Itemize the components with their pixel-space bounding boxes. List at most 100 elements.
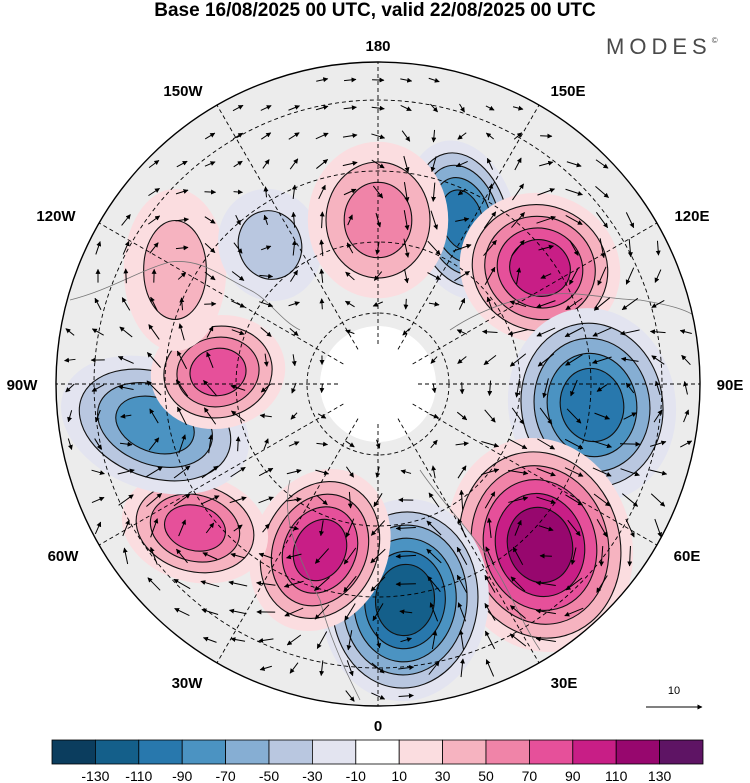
wind-vector-239 — [508, 438, 528, 450]
wind-vector-197 — [514, 378, 521, 398]
meridian-210 — [98, 222, 344, 365]
colorbar-swatch-14 — [659, 739, 704, 765]
wind-vector-208 — [177, 406, 187, 426]
wind-vector-215 — [456, 411, 468, 421]
wind-vector-149 — [178, 323, 185, 341]
wind-vector-359 — [564, 607, 584, 617]
wind-vector-159 — [536, 327, 556, 337]
wind-vector-0 — [316, 77, 329, 83]
anomaly-contour-3-5 — [507, 507, 573, 583]
wind-vector-111 — [319, 268, 325, 283]
wind-vector-193 — [319, 383, 325, 394]
wind-vector-157 — [482, 329, 498, 335]
wind-vector-151 — [231, 329, 245, 336]
wind-vector-329 — [173, 578, 191, 590]
wind-vector-140 — [536, 300, 556, 309]
wind-vector-84 — [149, 242, 159, 254]
wind-vector-83 — [122, 240, 130, 255]
wind-vector-259 — [457, 465, 467, 479]
wind-vector-199 — [570, 379, 578, 397]
lon-label-60w: 60W — [48, 548, 80, 565]
wind-vector-131 — [288, 301, 300, 307]
wind-vector-192 — [291, 382, 297, 394]
contour-line-1-3 — [496, 227, 584, 309]
wind-vector-15 — [512, 105, 524, 111]
contour-line-5-4 — [292, 518, 348, 582]
wind-vector-277 — [373, 493, 383, 508]
wind-vector-375 — [319, 660, 325, 677]
wind-vector-381 — [485, 659, 495, 677]
wind-vector-378 — [398, 665, 415, 671]
wind-vector-322 — [485, 546, 495, 566]
wind-vector-234 — [345, 440, 355, 448]
wind-vector-107 — [204, 271, 216, 281]
wind-vector-242 — [592, 440, 612, 449]
map-boundary — [55, 61, 701, 707]
wind-vector-338 — [427, 575, 441, 593]
wind-vector-210 — [231, 410, 245, 422]
wind-vector-22 — [371, 133, 386, 140]
wind-vector-88 — [260, 245, 272, 251]
wind-vector-198 — [542, 378, 549, 399]
wind-vector-81 — [625, 212, 635, 229]
lon-label-0: 0 — [374, 718, 382, 735]
wind-vector-374 — [289, 662, 299, 674]
wind-vector-296 — [319, 520, 324, 537]
colorbar-swatch-6 — [311, 739, 357, 765]
wind-vector-281 — [484, 491, 496, 509]
wind-vector-229 — [208, 434, 214, 454]
wind-vector-262 — [536, 467, 556, 477]
wind-vector-119 — [540, 273, 552, 279]
colorbar-swatch-9 — [442, 739, 487, 765]
wind-vector-325 — [570, 547, 577, 566]
wind-vector-129 — [231, 300, 246, 308]
wind-vector-115 — [427, 272, 441, 280]
wind-vector-282 — [508, 496, 529, 503]
wind-vector-265 — [620, 468, 640, 477]
wind-vector-158 — [507, 329, 528, 336]
wind-vector-237 — [455, 441, 469, 447]
colorbar-swatch-11 — [529, 739, 574, 765]
wind-vector-95 — [452, 243, 472, 252]
colorbar-swatch-10 — [485, 739, 530, 765]
wind-vector-235 — [375, 439, 381, 449]
wind-vector-317 — [343, 547, 357, 565]
colorbar-tick-7: 10 — [391, 768, 407, 783]
lon-label-180: 180 — [365, 38, 390, 55]
wind-vector-312 — [202, 552, 218, 560]
contour-line-3-5 — [506, 506, 574, 584]
wind-vector-207 — [149, 408, 159, 424]
contour-line-6-2 — [149, 493, 241, 563]
wind-vector-137 — [458, 297, 466, 310]
wind-vector-6 — [260, 105, 272, 111]
wind-vector-188 — [175, 379, 189, 397]
wind-vector-376 — [346, 660, 354, 677]
wind-vector-219 — [566, 408, 582, 424]
wind-vector-224 — [67, 438, 73, 451]
wind-vector-91 — [346, 242, 354, 254]
wind-vector-272 — [229, 496, 247, 504]
wind-vector-167 — [117, 356, 134, 364]
wind-vector-179 — [565, 354, 583, 366]
map-area — [56, 62, 700, 706]
wind-vector-36 — [342, 160, 358, 167]
wind-vector-182 — [651, 355, 665, 365]
lon-label-60e: 60E — [674, 548, 701, 565]
wind-vector-172 — [291, 354, 297, 367]
wind-vector-354 — [429, 602, 439, 622]
wind-vector-180 — [591, 356, 612, 365]
wind-vector-321 — [456, 546, 468, 565]
wind-vector-366 — [375, 632, 382, 649]
wind-vector-228 — [178, 434, 187, 454]
wind-vector-362 — [258, 637, 274, 643]
contour-line-1-4 — [509, 239, 571, 297]
wind-vector-368 — [431, 630, 438, 650]
wind-vector-361 — [230, 637, 246, 642]
meridian-150 — [98, 403, 344, 546]
wind-vector-303 — [514, 519, 522, 536]
wind-vector-222 — [653, 409, 663, 423]
wind-vector-123 — [654, 269, 662, 283]
wind-vector-40 — [455, 161, 468, 167]
colorbar-tick-10: 70 — [522, 768, 538, 783]
wind-vector-357 — [509, 605, 526, 619]
